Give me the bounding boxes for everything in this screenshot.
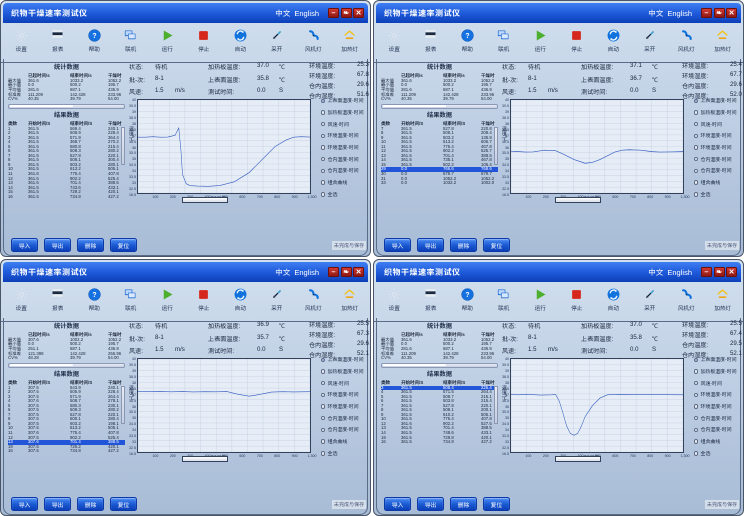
- svg-text:?: ?: [92, 292, 96, 299]
- svg-text:?: ?: [465, 33, 469, 40]
- svg-text:?: ?: [92, 33, 96, 40]
- svg-text:?: ?: [465, 292, 469, 299]
